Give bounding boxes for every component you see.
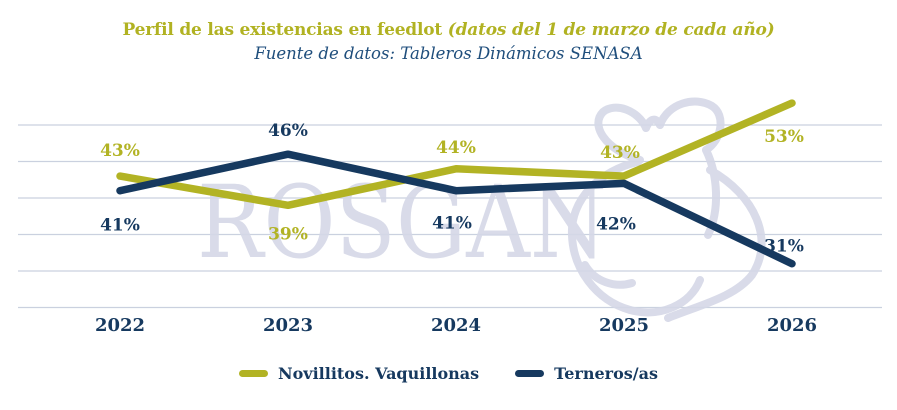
title-main: Perfil de las existencias en feedlot: [122, 20, 443, 40]
x-axis-label: 2024: [431, 315, 481, 336]
data-label: 43%: [100, 141, 140, 161]
legend-label: Terneros/as: [554, 364, 658, 383]
legend-item-novillitos-vaquillonas: Novillitos. Vaquillonas: [239, 364, 479, 383]
x-axis-label: 2022: [95, 315, 145, 336]
cattle-head-icon: [567, 97, 766, 322]
terneros-line-swatch-icon: [515, 370, 545, 377]
data-label: 53%: [764, 127, 804, 147]
data-label: 42%: [596, 214, 636, 234]
page-title: Perfil de las existencias en feedlot (da…: [0, 20, 897, 40]
series-line-terneros-as: [116, 150, 796, 268]
series-line-novillitos-vaquillonas: [116, 99, 796, 210]
chart-header: Perfil de las existencias en feedlot (da…: [0, 20, 897, 63]
title-note: (datos del 1 de marzo de cada año): [447, 20, 775, 40]
data-label: 41%: [100, 216, 140, 236]
chart-legend: Novillitos. Vaquillonas Terneros/as: [0, 364, 897, 383]
rosgan-watermark: ROSGAN: [197, 97, 766, 322]
data-label: 39%: [268, 224, 308, 244]
page-subtitle: Fuente de datos: Tableros Dinámicos SENA…: [254, 44, 643, 63]
data-label: 31%: [764, 237, 804, 257]
data-label: 44%: [436, 138, 476, 158]
series-lines: [116, 99, 796, 268]
data-label: 46%: [268, 121, 308, 141]
legend-item-terneros: Terneros/as: [515, 364, 658, 383]
legend-label: Novillitos. Vaquillonas: [278, 364, 480, 383]
x-axis-labels: 2022 2023 2024 2025 2026: [95, 315, 817, 336]
x-axis-label: 2026: [767, 315, 817, 336]
data-labels: 43% 39% 44% 43% 53% 41% 46% 41% 42% 31%: [100, 121, 804, 257]
chart-canvas: ROSGAN 43% 39% 44% 43% 53% 41% 46% 41% 42% 31% 20…: [18, 97, 882, 336]
data-label: 43%: [600, 143, 640, 163]
data-label: 41%: [432, 214, 472, 234]
x-axis-label: 2023: [263, 315, 313, 336]
novillitos-line-swatch-icon: [239, 370, 268, 377]
x-axis-label: 2025: [599, 315, 649, 336]
